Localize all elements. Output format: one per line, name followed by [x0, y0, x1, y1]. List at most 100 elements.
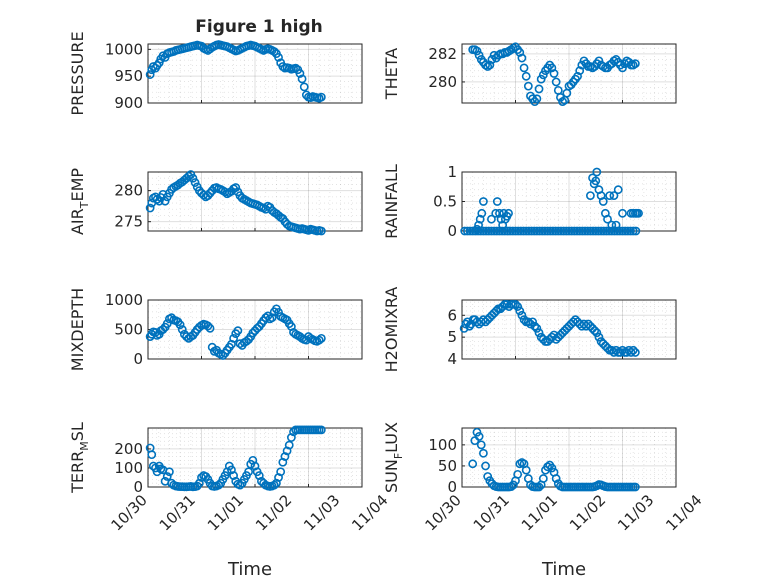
data-point	[580, 226, 590, 236]
data-point	[613, 185, 623, 195]
data-point	[628, 226, 638, 236]
data-point	[511, 226, 520, 236]
data-point	[603, 343, 612, 353]
data-point	[602, 226, 611, 236]
data-point	[523, 81, 533, 91]
data-point	[472, 224, 482, 234]
data-point	[527, 226, 536, 236]
axes-box	[147, 43, 363, 104]
data-point	[477, 208, 487, 218]
y-axis-label: TERRMSL	[68, 422, 91, 494]
data-point	[162, 319, 172, 328]
data-point	[160, 196, 170, 206]
data-point	[519, 226, 528, 236]
data-point	[233, 326, 243, 336]
data-point	[481, 461, 490, 471]
series-markers	[145, 170, 326, 236]
data-point	[612, 226, 622, 236]
data-point	[603, 214, 612, 224]
data-point	[538, 474, 548, 483]
data-point	[495, 208, 504, 218]
subplot-6: 4 5 6 H2OMIXRA	[382, 287, 677, 373]
data-point	[460, 226, 470, 236]
data-point	[618, 208, 627, 218]
data-point	[491, 306, 501, 316]
data-point	[594, 332, 604, 342]
data-point	[269, 480, 279, 490]
y-tick-label: 100	[114, 459, 143, 477]
data-point	[269, 47, 279, 56]
y-tick-label: 282	[428, 45, 457, 63]
subplot-1: 900 950 1000 PRESSURE Figure 1 high	[68, 17, 363, 116]
data-point	[630, 482, 640, 492]
y-tick-label: 900	[114, 94, 143, 112]
data-point	[497, 226, 507, 236]
y-tick-label: 0	[133, 350, 143, 368]
data-point	[248, 328, 258, 338]
data-point	[591, 226, 601, 236]
data-point	[503, 226, 512, 236]
data-point	[598, 197, 608, 206]
data-point	[205, 188, 215, 198]
x-axis-label: Time	[227, 559, 272, 580]
data-point	[205, 323, 215, 333]
data-point	[556, 226, 566, 236]
data-point	[540, 226, 550, 236]
data-point	[588, 226, 598, 236]
data-point	[244, 467, 253, 477]
data-point	[162, 472, 172, 481]
data-point	[475, 214, 485, 224]
data-point	[214, 480, 224, 490]
data-point	[607, 220, 617, 230]
y-tick-label: 0	[133, 478, 143, 496]
data-point	[548, 226, 558, 236]
data-point	[534, 482, 544, 492]
data-point	[583, 226, 593, 236]
y-tick-label: 4	[447, 350, 457, 368]
data-point	[478, 197, 488, 206]
subplot-5: 0 500 1000 MIXDEPTH	[68, 288, 363, 371]
data-point	[535, 226, 544, 236]
data-point	[549, 69, 559, 78]
data-point	[569, 226, 579, 236]
data-point	[523, 317, 533, 327]
data-point	[478, 448, 488, 458]
data-point	[229, 333, 238, 343]
data-point	[605, 191, 615, 200]
data-point	[491, 208, 501, 218]
data-point	[316, 226, 326, 236]
data-point	[472, 427, 482, 437]
y-axis-label: MIXDEPTH	[68, 288, 87, 371]
data-point	[489, 226, 499, 236]
data-point	[188, 173, 198, 183]
data-point	[516, 226, 526, 236]
data-point	[538, 70, 548, 80]
y-axis-label: THETA	[382, 48, 401, 100]
data-point	[532, 226, 542, 236]
data-point	[508, 226, 518, 236]
data-point	[519, 63, 529, 73]
y-axis-label: H2OMIXRA	[382, 287, 401, 373]
data-point	[462, 226, 472, 236]
data-point	[634, 208, 643, 218]
data-point	[594, 56, 604, 66]
y-tick-label: 200	[114, 440, 143, 458]
data-point	[511, 299, 520, 309]
data-point	[316, 425, 326, 435]
subplot-4: 0 0.5 1 RAINFALL	[382, 163, 677, 240]
y-tick-label: 1000	[105, 291, 143, 309]
data-point	[177, 325, 187, 334]
data-point	[517, 53, 527, 63]
y-tick-label: 100	[428, 436, 457, 454]
data-point	[487, 55, 497, 64]
subplot-2: 280 282 THETA	[382, 42, 677, 106]
data-point	[145, 203, 155, 213]
data-point	[513, 226, 523, 236]
data-point	[284, 440, 294, 450]
data-point	[519, 315, 529, 325]
data-point	[628, 345, 638, 355]
data-point	[526, 319, 535, 329]
data-point	[299, 82, 309, 92]
y-tick-label: 0.5	[433, 193, 457, 211]
y-tick-label: 275	[114, 213, 143, 231]
